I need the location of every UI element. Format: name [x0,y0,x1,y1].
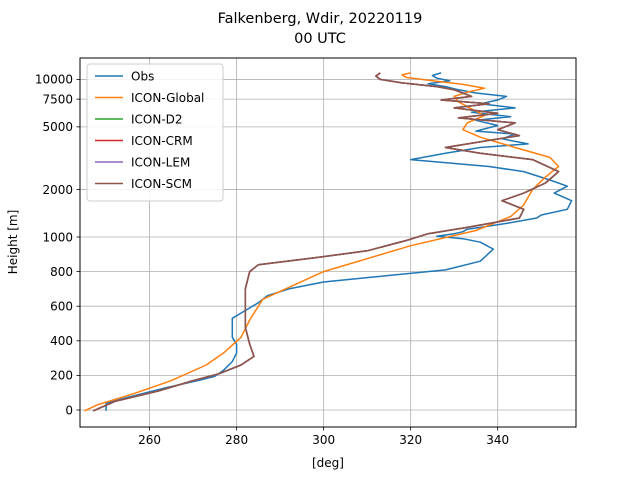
y-tick-label: 7500 [42,92,73,106]
plot-frame [79,57,577,428]
legend: Obs ICON-Global ICON-D2 ICON-CRM ICON-LEM ICO… [86,63,224,202]
y-tick-label: 5000 [42,120,73,134]
axis-ticks: 260 280 300 320 340 0 200 400 600 800 1000 2000 5000… [35,73,509,447]
y-tick-label: 800 [50,265,73,279]
y-tick-label: 600 [50,300,73,314]
grid-lines [80,58,576,427]
series-line-icon-scm [92,72,560,412]
series-line-obs [105,72,573,411]
series-line-icon-global [84,72,560,412]
y-tick-label: 0 [65,403,73,417]
x-tick-label: 260 [138,433,161,447]
y-tick-label: 200 [50,369,73,383]
x-tick-label: 300 [312,433,335,447]
legend-label: ICON-SCM [131,177,192,191]
x-tick-label: 280 [225,433,248,447]
y-tick-label: 2000 [42,183,73,197]
chart-subtitle: 00 UTC [294,31,346,47]
chart-title: Falkenberg, Wdir, 20220119 [218,11,423,27]
y-tick-label: 1000 [42,230,73,244]
y-axis-label: Height [m] [6,210,20,275]
legend-label: ICON-LEM [131,155,190,169]
data-series [84,72,573,412]
legend-label: ICON-CRM [131,134,193,148]
legend-label: Obs [131,69,154,83]
legend-label: ICON-Global [131,91,204,105]
y-tick-label: 10000 [35,73,73,87]
y-tick-label: 400 [50,334,73,348]
x-axis-label: [deg] [312,456,344,470]
x-tick-label: 320 [399,433,422,447]
x-tick-label: 340 [486,433,509,447]
legend-label: ICON-D2 [131,112,183,126]
